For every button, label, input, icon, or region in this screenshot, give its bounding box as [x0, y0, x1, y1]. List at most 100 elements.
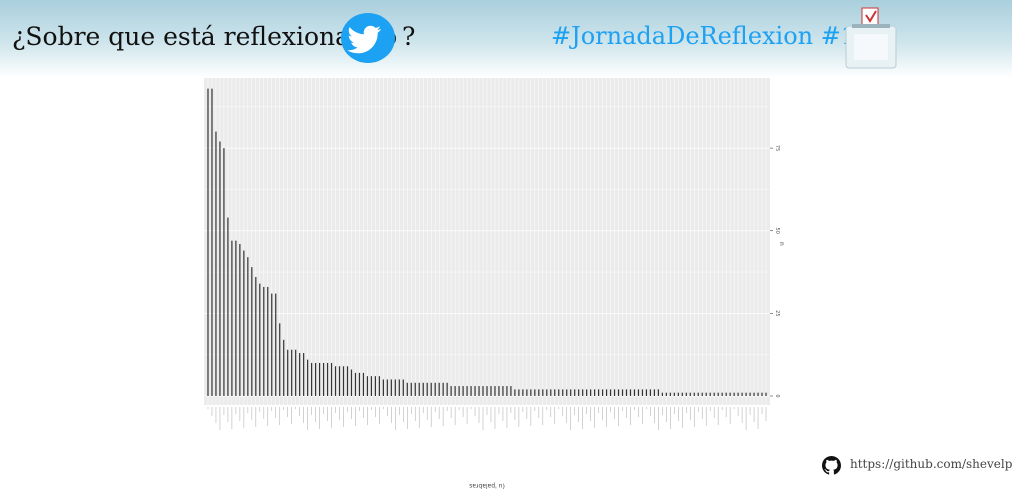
bar — [251, 267, 253, 396]
bar — [490, 386, 492, 396]
bar — [263, 286, 265, 396]
bar — [729, 392, 731, 396]
bar — [398, 379, 400, 396]
twitter-bird-icon — [341, 13, 395, 63]
bar — [609, 389, 612, 396]
bar — [322, 362, 325, 396]
bar — [318, 362, 321, 396]
bar — [283, 339, 285, 396]
y-axis: 0 25 50 75 — [770, 145, 780, 398]
bar — [223, 148, 225, 396]
bar — [299, 353, 301, 396]
bar — [518, 389, 520, 396]
bar — [554, 389, 556, 396]
bar — [605, 389, 608, 396]
bar — [342, 366, 345, 396]
bar — [307, 359, 309, 396]
bar — [598, 389, 600, 396]
bar — [211, 88, 213, 396]
x-axis-label: (u 'palabras — [469, 482, 505, 489]
bar — [645, 389, 648, 396]
bar — [725, 392, 727, 396]
bar — [434, 382, 436, 396]
bar — [466, 386, 468, 396]
bar — [231, 240, 233, 396]
bar — [558, 389, 560, 396]
bar — [390, 379, 392, 396]
bar — [287, 349, 289, 396]
bar — [478, 386, 480, 396]
bar — [366, 376, 369, 396]
bar — [661, 392, 663, 396]
bar — [705, 392, 707, 396]
bar — [482, 386, 484, 396]
bar — [474, 386, 476, 396]
bar — [502, 386, 504, 396]
bar — [358, 372, 361, 396]
y-axis-label: n — [778, 242, 784, 246]
bar — [374, 376, 376, 396]
bar — [330, 362, 333, 396]
bar — [653, 389, 656, 396]
page-title: ¿Sobre que está reflexionando — [12, 22, 398, 51]
bar — [570, 389, 572, 396]
bar — [566, 389, 568, 396]
bar — [745, 392, 747, 396]
bar — [669, 392, 671, 396]
bar — [426, 382, 428, 396]
bar — [394, 379, 396, 396]
bar — [402, 379, 404, 396]
bar — [279, 323, 281, 396]
bar — [438, 382, 440, 396]
bar — [350, 369, 353, 396]
bar — [546, 389, 548, 396]
bar — [422, 382, 424, 396]
bar — [454, 386, 456, 396]
bar — [382, 379, 384, 396]
bar — [629, 389, 632, 396]
bar — [243, 250, 245, 396]
bar — [697, 392, 699, 396]
bar — [354, 372, 357, 396]
bar — [267, 286, 269, 396]
bar — [458, 386, 460, 396]
bar — [693, 392, 695, 396]
bar — [362, 372, 365, 396]
bar — [462, 386, 464, 396]
bar — [617, 389, 620, 396]
bar — [259, 283, 261, 396]
bar — [346, 366, 349, 396]
bar — [550, 389, 552, 396]
bar — [582, 389, 584, 396]
bar — [430, 382, 432, 396]
bar — [649, 389, 652, 396]
bar — [689, 392, 691, 396]
bar — [637, 389, 640, 396]
bar — [733, 392, 735, 396]
bar — [227, 217, 229, 396]
bar — [741, 392, 743, 396]
bar — [275, 293, 277, 396]
bar — [326, 362, 329, 396]
bar — [701, 392, 703, 396]
bar — [542, 389, 544, 396]
bar — [534, 389, 536, 396]
bar — [235, 240, 237, 396]
bar — [219, 141, 221, 396]
bar — [506, 386, 508, 396]
bar — [657, 389, 659, 396]
github-link[interactable]: https://github.com/shevelp — [850, 457, 1012, 471]
y-tick-label: 50 — [774, 228, 780, 234]
y-tick-label: 75 — [774, 145, 780, 151]
bar — [494, 386, 496, 396]
bar — [621, 389, 624, 396]
bar — [538, 389, 540, 396]
bar — [625, 389, 628, 396]
bar — [514, 389, 516, 396]
bar-chart: 0 25 50 75 n (u 'palabras — [204, 78, 785, 496]
bar — [418, 382, 420, 396]
ballot-box-icon — [842, 6, 900, 70]
bar — [522, 389, 524, 396]
question-mark: ? — [402, 22, 416, 51]
bar — [737, 392, 739, 396]
